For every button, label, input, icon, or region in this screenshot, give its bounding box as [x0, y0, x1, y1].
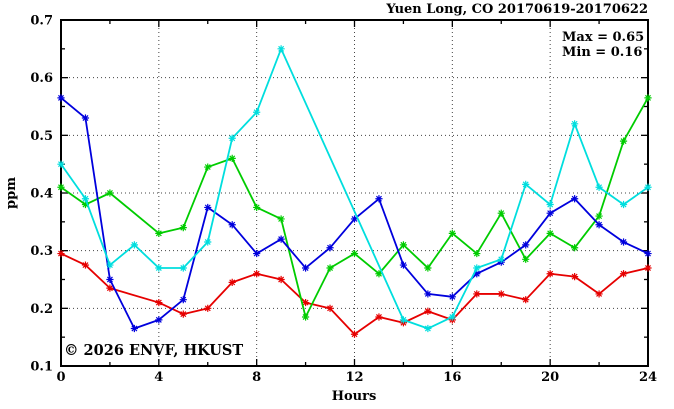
x-tick-label: 24: [639, 370, 657, 385]
chart-title: Yuen Long, CO 20170619-20170622: [385, 2, 648, 17]
x-axis-label: Hours: [332, 389, 377, 404]
x-tick-label: 4: [154, 370, 163, 385]
plot-frame-layer: 0 4 8 12 16 20 24 0.1 0.2 0.3 0.4 0.5 0.6 0.7: [30, 14, 657, 386]
watermark: © 2026 ENVF, HKUST: [64, 342, 243, 359]
y-tick-label: 0.3: [30, 244, 53, 259]
y-tick-label: 0.4: [30, 187, 53, 202]
x-tick-label: 12: [345, 370, 363, 385]
y-tick-label: 0.7: [30, 14, 53, 29]
x-tick-label: 16: [443, 370, 461, 385]
grid-layer: [61, 20, 648, 366]
y-tick-label: 0.1: [30, 360, 53, 375]
series-red-line: [60, 252, 649, 336]
y-axis-label: ppm: [4, 177, 19, 209]
series-blue-markers: [57, 94, 652, 333]
y-tick-label: 0.2: [30, 302, 53, 317]
series-green-line: [60, 97, 649, 318]
x-tick-label: 8: [252, 370, 261, 385]
legend-max-value: Max = 0.65: [562, 30, 644, 45]
series-green-markers: [57, 94, 652, 321]
series-layer: [57, 45, 652, 338]
series-cyan-markers: [57, 45, 652, 333]
y-tick-label: 0.6: [30, 71, 53, 86]
x-tick-label: 0: [56, 370, 65, 385]
x-tick-label: 20: [541, 370, 559, 385]
legend-min-value: Min = 0.16: [562, 45, 642, 60]
y-tick-label: 0.5: [30, 129, 53, 144]
